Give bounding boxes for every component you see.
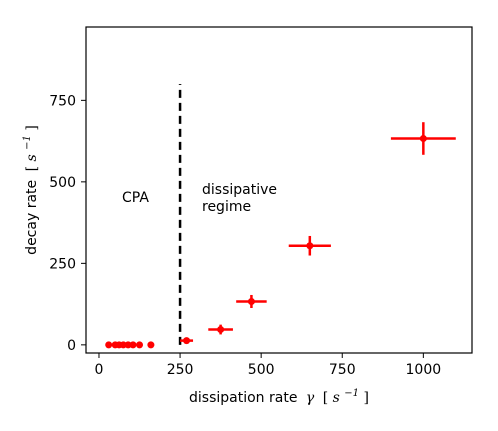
data-point (236, 294, 267, 309)
plot-frame (85, 26, 473, 354)
data-point (180, 337, 194, 345)
data-point (105, 341, 113, 349)
point-marker (183, 337, 191, 345)
y-axis-label-unit-open: [ (24, 166, 40, 171)
data-point (129, 341, 137, 349)
annotation-dissipative: dissipative (202, 182, 277, 198)
y-tick-label: 500 (49, 175, 76, 191)
data-points (105, 122, 456, 349)
x-axis-label-unit-base: s (333, 390, 340, 406)
y-axis-label-unit-close: ] (24, 125, 40, 130)
x-tick-label: 250 (167, 362, 194, 378)
data-point (119, 341, 127, 349)
y-axis-label-unit-exp: −1 (22, 135, 33, 150)
y-axis-label-unit-base: s (24, 154, 40, 161)
point-marker (136, 341, 144, 349)
x-tick-label: 0 (95, 362, 104, 378)
y-tick-label: 0 (67, 338, 76, 354)
x-axis: 0 250 500 750 1000 (95, 353, 442, 378)
y-axis-label-text: decay rate (24, 180, 40, 255)
y-axis-label: decay rate [ s −1 ] (18, 125, 40, 255)
point-marker (419, 134, 427, 142)
x-axis-label-symbol: γ (306, 390, 315, 406)
x-axis-label-unit-open: [ (323, 390, 328, 406)
point-marker (217, 326, 225, 334)
point-marker (105, 341, 113, 349)
x-tick-label: 1000 (406, 362, 442, 378)
x-axis-label: dissipation rate γ [ s −1 ] (189, 384, 369, 406)
y-tick-label: 250 (49, 256, 76, 272)
x-axis-label-unit-close: ] (364, 390, 369, 406)
point-marker (306, 242, 314, 250)
point-marker (119, 341, 127, 349)
point-marker (124, 341, 132, 349)
data-point (288, 235, 331, 256)
data-point (147, 341, 155, 349)
annotation-regime: regime (202, 199, 251, 215)
point-marker (147, 341, 155, 349)
data-point (136, 341, 144, 349)
data-point (124, 341, 132, 349)
x-axis-label-text: dissipation rate (189, 390, 297, 406)
x-tick-label: 750 (329, 362, 356, 378)
x-axis-label-unit-exp: −1 (344, 388, 359, 399)
annotation-cpa: CPA (122, 190, 149, 206)
x-tick-label: 500 (248, 362, 275, 378)
y-axis: 0 250 500 750 (49, 93, 86, 354)
data-point (208, 324, 233, 335)
point-marker (247, 297, 255, 305)
point-marker (129, 341, 137, 349)
data-point (390, 122, 456, 155)
y-tick-label: 750 (49, 93, 76, 109)
